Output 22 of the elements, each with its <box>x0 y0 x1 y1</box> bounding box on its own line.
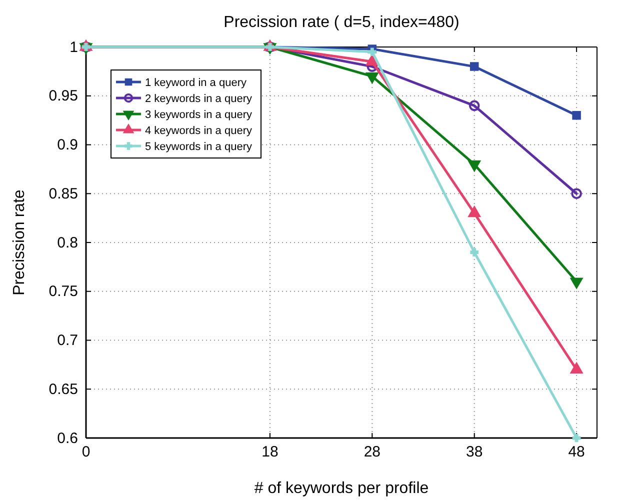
x-tick-label: 28 <box>364 444 381 461</box>
y-tick-label: 0.6 <box>57 430 78 447</box>
legend-label: 4 keywords in a query <box>145 125 252 137</box>
y-tick-label: 0.75 <box>48 283 78 300</box>
x-axis-title: # of keywords per profile <box>254 480 429 497</box>
y-tick-label: 0.95 <box>48 88 78 105</box>
legend-label: 3 keywords in a query <box>145 109 252 121</box>
y-axis-title: Precission rate <box>11 189 28 296</box>
legend-label: 2 keywords in a query <box>145 93 252 105</box>
legend-label: 1 keyword in a query <box>145 77 247 89</box>
x-tick-label: 0 <box>82 444 90 461</box>
y-tick-label: 0.65 <box>48 380 78 398</box>
y-tick-label: 0.9 <box>57 136 78 154</box>
x-tick-label: 38 <box>466 444 483 461</box>
y-tick-label: 0.7 <box>57 332 78 350</box>
y-tick-label: 1 <box>70 38 78 56</box>
y-tick-label: 0.8 <box>57 234 78 252</box>
y-tick-label: 0.85 <box>48 185 78 202</box>
x-tick-label: 48 <box>568 444 585 461</box>
legend-label: 5 keywords in a query <box>145 141 252 153</box>
chart-title: Precission rate ( d=5, index=480) <box>224 14 460 31</box>
x-tick-label: 18 <box>262 444 278 461</box>
